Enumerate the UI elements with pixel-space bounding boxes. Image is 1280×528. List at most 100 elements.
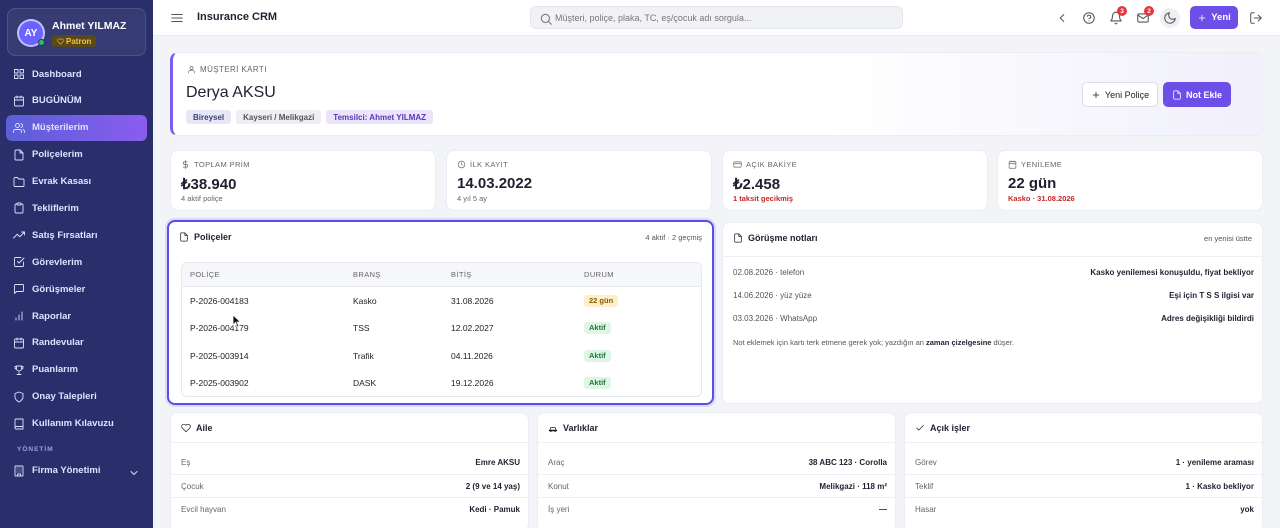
row-value: Kedi · Pamuk xyxy=(469,505,520,514)
sidebar-item-onay-talepleri[interactable]: Onay Talepleri xyxy=(6,384,147,410)
panel-header: Aile xyxy=(181,423,213,433)
sidebar-item-label: Poliçelerim xyxy=(32,149,83,161)
note-item[interactable]: 14.06.2026 · yüz yüze Eşi için T S S ilg… xyxy=(733,291,1254,300)
sidebar-item-kullanim-kilavuzu[interactable]: Kullanım Kılavuzu xyxy=(6,411,147,437)
sidebar-item-puanlarim[interactable]: Puanlarım xyxy=(6,357,147,383)
sidebar-item-bugunum[interactable]: BUGÜNÜM xyxy=(6,88,147,114)
notifications-button[interactable]: 3 xyxy=(1106,6,1127,28)
sidebar-item-tekliflerim[interactable]: Tekliflerim xyxy=(6,195,147,221)
divider xyxy=(905,474,1262,475)
trend-icon xyxy=(13,229,25,241)
family-panel: Aile Eş Emre AKSU Çocuk 2 (9 ve 14 yaş) Ev… xyxy=(170,412,529,528)
file-icon xyxy=(733,233,743,243)
note-text: Kasko yenilemesi konuşuldu, fiyat bekliy… xyxy=(1090,268,1254,277)
table-row[interactable]: P-2025-003914 Trafik 04.11.2026 Aktif xyxy=(182,342,701,370)
policies-panel: Poliçeler 4 aktif · 2 geçmiş POLİÇE BRAN… xyxy=(167,220,714,405)
sidebar-item-label: Dashboard xyxy=(32,68,82,80)
column-header[interactable]: DURUM xyxy=(584,270,614,279)
sidebar-item-gorevlerim[interactable]: Görevlerim xyxy=(6,249,147,275)
sidebar-item-label: Firma Yönetimi xyxy=(32,465,101,477)
column-header[interactable]: BİTİŞ xyxy=(451,270,472,279)
sidebar-item-firma-yonetimi[interactable]: Firma Yönetimi xyxy=(6,458,147,484)
column-header[interactable]: POLİÇE xyxy=(190,270,220,279)
panel-header: Poliçeler xyxy=(179,232,232,242)
calendar-icon xyxy=(1008,160,1017,169)
status-badge: Aktif xyxy=(584,322,611,335)
status-cell: Aktif xyxy=(584,349,701,362)
add-note-button[interactable]: Not Ekle xyxy=(1163,82,1231,107)
clipboard-icon xyxy=(13,202,25,214)
panel-title: Aile xyxy=(196,423,213,433)
note-item[interactable]: 03.03.2026 · WhatsApp Adres değişikliği … xyxy=(733,314,1254,323)
family-row: Çocuk 2 (9 ve 14 yaş) xyxy=(181,482,520,491)
sidebar-item-evrak-kasasi[interactable]: Evrak Kasası xyxy=(6,169,147,195)
note-text: Adres değişikliği bildirdi xyxy=(1161,314,1254,323)
new-policy-button[interactable]: Yeni Poliçe xyxy=(1082,82,1158,107)
table-row[interactable]: P-2026-004183 Kasko 31.08.2026 22 gün xyxy=(182,287,701,315)
divider xyxy=(905,497,1262,498)
sidebar-item-raporlar[interactable]: Raporlar xyxy=(6,303,147,329)
sidebar-item-label: Kullanım Kılavuzu xyxy=(32,418,114,430)
messages-button[interactable]: 2 xyxy=(1133,6,1154,28)
user-card[interactable]: AY Ahmet YILMAZ Patron xyxy=(7,8,146,56)
chat-icon xyxy=(13,283,25,295)
calendar-icon xyxy=(13,95,25,107)
help-button[interactable] xyxy=(1079,8,1099,28)
row-key: İş yeri xyxy=(548,505,570,514)
avatar-initials: AY xyxy=(24,27,38,39)
check-icon xyxy=(915,423,925,433)
sidebar-item-musterilerim[interactable]: Müşterilerim xyxy=(6,114,147,141)
add-note-label: Not Ekle xyxy=(1185,89,1222,100)
logout-button[interactable] xyxy=(1246,8,1266,28)
file-icon xyxy=(13,149,25,161)
stat-label-text: AÇIK BAKİYE xyxy=(746,160,798,169)
sidebar-item-satis-firsatlari[interactable]: Satış Fırsatları xyxy=(6,222,147,248)
menu-icon[interactable] xyxy=(170,11,184,25)
task-row: Teklif 1 · Kasko bekliyor xyxy=(915,482,1254,491)
divider xyxy=(538,474,895,475)
stat-value: ₺2.458 xyxy=(733,176,781,193)
status-cell: Aktif xyxy=(584,377,701,390)
timeline-link: zaman çizelgesine xyxy=(926,338,992,347)
sidebar-item-dashboard[interactable]: Dashboard xyxy=(6,61,147,87)
note-date: 03.03.2026 · WhatsApp xyxy=(733,314,818,323)
table-row[interactable]: P-2026-004179 TSS 12.02.2027 Aktif xyxy=(182,315,701,343)
car-icon xyxy=(548,423,558,433)
table-row[interactable]: P-2025-003902 DASK 19.12.2026 Aktif xyxy=(182,370,701,397)
role-label: Patron xyxy=(66,36,92,46)
search-input[interactable] xyxy=(555,10,895,26)
policies-meta: 4 aktif · 2 geçmiş xyxy=(645,233,702,242)
collapse-button[interactable] xyxy=(1052,8,1072,28)
notifications-badge: 3 xyxy=(1117,6,1127,16)
note-hint-text: Not eklemek için kartı terk etmene gerek… xyxy=(733,338,927,347)
sidebar-item-policelerim[interactable]: Poliçelerim xyxy=(6,142,147,168)
column-header[interactable]: BRANŞ xyxy=(353,270,381,279)
search-bar[interactable] xyxy=(530,6,903,29)
panel-header: Varlıklar xyxy=(548,423,598,433)
sidebar-item-gorusmeler[interactable]: Görüşmeler xyxy=(6,276,147,302)
note-text: Eşi için T S S ilgisi var xyxy=(1169,291,1254,300)
status-badge: Aktif xyxy=(584,377,611,390)
row-value: 2 (9 ve 14 yaş) xyxy=(465,482,520,491)
new-policy-label: Yeni Poliçe xyxy=(1104,89,1150,100)
calendar-icon xyxy=(13,337,25,349)
credit-card-icon xyxy=(733,160,742,169)
mail-icon xyxy=(1136,11,1150,25)
status-badge: 22 gün xyxy=(584,294,619,307)
sidebar-item-randevular[interactable]: Randevular xyxy=(6,330,147,356)
divider xyxy=(538,442,895,443)
task-row: Görev 1 · yenileme araması xyxy=(915,458,1254,467)
row-key: Çocuk xyxy=(181,482,204,491)
new-button[interactable]: Yeni xyxy=(1190,6,1238,29)
sidebar-item-label: Puanlarım xyxy=(32,364,78,376)
plus-icon xyxy=(1197,13,1207,23)
policy-number: P-2026-004179 xyxy=(190,323,249,334)
row-value: 1 · Kasko bekliyor xyxy=(1185,482,1254,491)
note-item[interactable]: 02.08.2026 · telefon Kasko yenilemesi ko… xyxy=(733,268,1254,277)
status-cell: 22 gün xyxy=(584,294,701,307)
sidebar-item-label: Tekliflerim xyxy=(32,202,79,214)
shield-icon xyxy=(13,391,25,403)
file-icon xyxy=(1172,89,1182,100)
sidebar-item-label: Satış Fırsatları xyxy=(32,229,98,241)
theme-toggle[interactable] xyxy=(1160,8,1180,28)
